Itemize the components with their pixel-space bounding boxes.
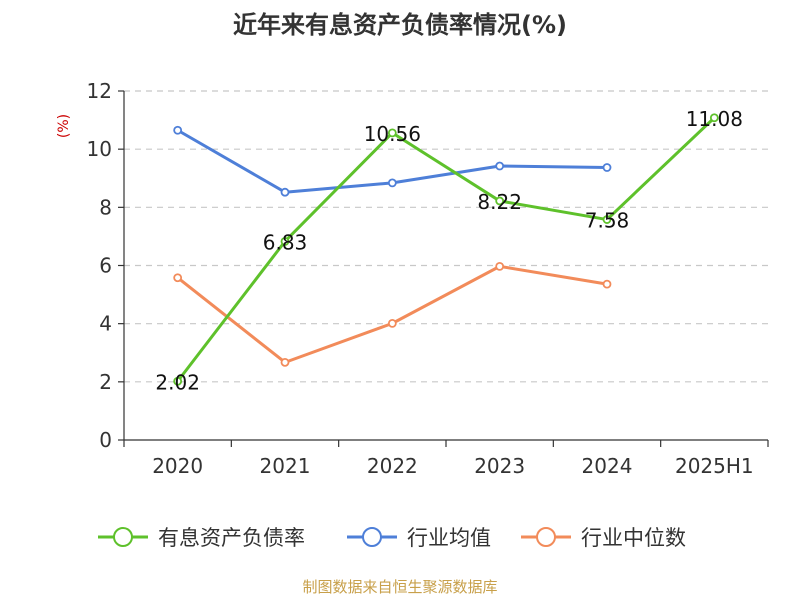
grid-lines (124, 90, 768, 383)
legend-marker[interactable] (113, 527, 133, 547)
data-point[interactable] (173, 376, 183, 386)
y-tick-label: 12 (87, 79, 112, 103)
x-tick-label: 2024 (582, 454, 633, 478)
data-point[interactable] (387, 318, 397, 328)
source-note: 制图数据来自恒生聚源数据库 (302, 578, 497, 596)
data-label: 2.02 (155, 370, 200, 394)
series-line-2 (176, 264, 608, 364)
data-point[interactable] (602, 279, 612, 289)
data-point[interactable] (495, 261, 505, 271)
data-point[interactable] (602, 163, 612, 172)
axes: 0 2 4 6 8 10 12 2020 2021 2022 2023 2024 2025H1 (87, 79, 769, 478)
series-lines (173, 113, 719, 386)
y-tick-label: 10 (87, 137, 112, 161)
data-point[interactable] (387, 178, 397, 188)
data-point[interactable] (173, 125, 183, 135)
legend-marker[interactable] (362, 527, 382, 547)
data-point[interactable] (602, 215, 612, 224)
y-tick-label: 8 (99, 195, 112, 219)
data-label: 10.56 (364, 122, 421, 146)
data-point[interactable] (280, 187, 290, 197)
data-label: 11.08 (686, 107, 743, 131)
x-tick-label: 2025H1 (675, 454, 754, 478)
data-point[interactable] (387, 128, 397, 138)
legend-marker[interactable] (536, 527, 556, 547)
data-point[interactable] (280, 357, 290, 367)
x-tick-label: 2022 (367, 454, 418, 478)
data-point[interactable] (280, 236, 290, 246)
y-tick-label: 6 (99, 254, 112, 278)
y-axis-unit: (%) (56, 114, 72, 138)
x-tick-label: 2023 (474, 454, 525, 478)
y-tick-label: 0 (99, 428, 112, 452)
series-line-0 (176, 116, 716, 383)
data-label: 6.83 (263, 230, 308, 254)
data-point[interactable] (709, 113, 719, 123)
y-tick-label: 2 (99, 370, 112, 394)
x-tick-label: 2020 (152, 454, 203, 478)
legend-label[interactable]: 有息资产负债率 (158, 526, 305, 550)
x-tick-label: 2021 (260, 454, 311, 478)
chart-title: 近年来有息资产负债率情况(%) (233, 11, 567, 39)
data-point[interactable] (173, 273, 183, 283)
data-label: 7.58 (585, 209, 630, 233)
data-labels: 2.02 6.83 10.56 8.22 7.58 11.08 (155, 107, 743, 394)
legend-label[interactable]: 行业均值 (407, 526, 491, 550)
legend-label[interactable]: 行业中位数 (581, 526, 686, 550)
y-tick-label: 4 (99, 312, 112, 336)
data-point[interactable] (495, 161, 505, 171)
data-point[interactable] (495, 196, 505, 206)
legend[interactable]: 有息资产负债率 行业均值 行业中位数 (98, 526, 686, 550)
data-label: 8.22 (477, 190, 522, 214)
